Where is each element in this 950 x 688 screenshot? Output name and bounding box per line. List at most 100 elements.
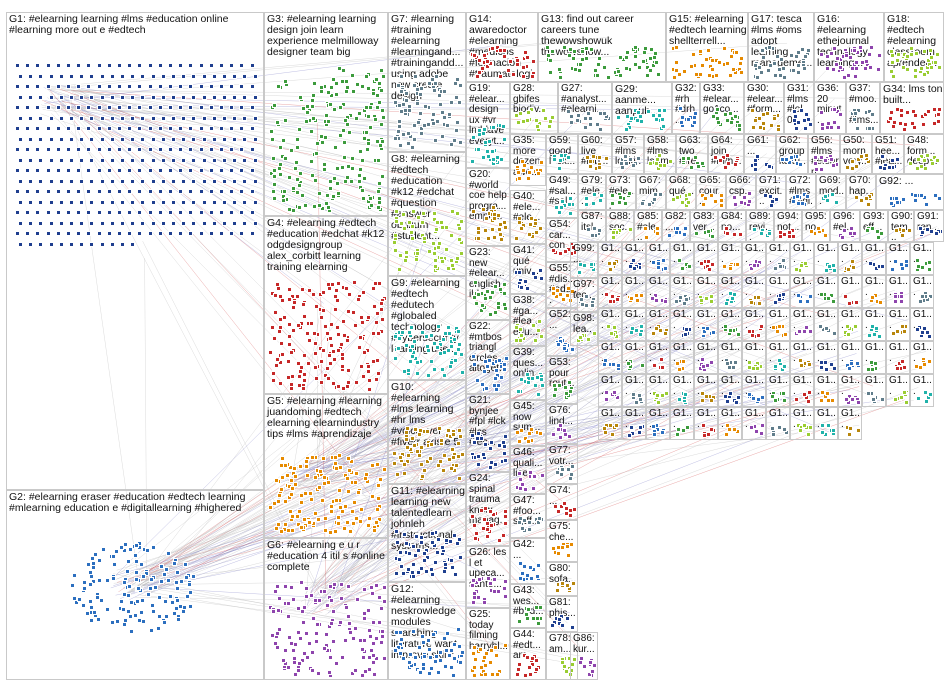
cluster-g9[interactable]: G9: #elearning #edtech #edutech #globale… — [388, 276, 466, 380]
cluster-g83[interactable]: G83: ver... — [690, 210, 718, 242]
cluster-g88[interactable]: G88: soc... — [606, 210, 634, 242]
cluster-g170[interactable]: G1... — [598, 407, 622, 440]
cluster-g167[interactable]: G1... — [862, 374, 886, 407]
cluster-g137[interactable]: G1... — [814, 308, 838, 341]
cluster-g176[interactable]: G1... — [742, 407, 766, 440]
cluster-g85[interactable]: G85: #ele... — [634, 210, 662, 242]
cluster-g89[interactable]: G89: revi... — [746, 210, 774, 242]
cluster-g121[interactable]: G1... — [766, 275, 790, 308]
cluster-g19[interactable]: G19: #elear... design ux #vr lnddave eve… — [466, 82, 510, 168]
cluster-g130[interactable]: G1... — [646, 308, 670, 341]
cluster-g114[interactable]: G1... — [598, 275, 622, 308]
cluster-g103[interactable]: G1... — [670, 242, 694, 275]
cluster-g119[interactable]: G1... — [718, 275, 742, 308]
cluster-g152[interactable]: G1... — [838, 341, 862, 374]
cluster-g40[interactable]: G40: #ele... #ele... — [510, 190, 546, 244]
cluster-g120[interactable]: G1... — [742, 275, 766, 308]
cluster-g112[interactable]: G1... — [886, 242, 910, 275]
cluster-g34[interactable]: G34: lms ton built... — [880, 82, 944, 134]
cluster-g4[interactable]: G4: #elearning #edtech #education #edcha… — [264, 216, 388, 394]
cluster-g145[interactable]: G1... — [670, 341, 694, 374]
cluster-g32[interactable]: G32: #rh #drh... — [672, 82, 700, 134]
cluster-g45[interactable]: G45: now sum... — [510, 400, 546, 446]
cluster-g99[interactable]: G99: ... — [570, 242, 598, 278]
cluster-g110[interactable]: G1... — [838, 242, 862, 275]
cluster-g146[interactable]: G1... — [694, 341, 718, 374]
cluster-g148[interactable]: G1... — [742, 341, 766, 374]
cluster-g135[interactable]: G1... — [766, 308, 790, 341]
cluster-g164[interactable]: G1... — [790, 374, 814, 407]
cluster-g16[interactable]: G16: #elearning ethejournal technology l… — [814, 12, 884, 82]
cluster-g177[interactable]: G1... — [766, 407, 790, 440]
cluster-g174[interactable]: G1... — [694, 407, 718, 440]
cluster-g60[interactable]: G60: live #lab... — [578, 134, 612, 174]
cluster-g94[interactable]: G94: not... — [774, 210, 802, 242]
cluster-g23[interactable]: G23: new #elear... english ild... — [466, 246, 510, 320]
cluster-g123[interactable]: G1... — [814, 275, 838, 308]
cluster-g73[interactable]: G73: #ele... lear... — [606, 174, 636, 210]
cluster-g70[interactable]: G70: hap... — [846, 174, 876, 210]
cluster-g82[interactable]: G82: ... — [662, 210, 690, 242]
cluster-g102[interactable]: G1... — [646, 242, 670, 275]
cluster-g153[interactable]: G1... — [862, 341, 886, 374]
cluster-g124[interactable]: G1... — [838, 275, 862, 308]
cluster-g125[interactable]: G1... — [862, 275, 886, 308]
cluster-g168[interactable]: G1... — [886, 374, 910, 407]
cluster-g150[interactable]: G1... — [790, 341, 814, 374]
cluster-g47[interactable]: G47: #foo... staff... — [510, 494, 546, 538]
cluster-g129[interactable]: G1... — [622, 308, 646, 341]
cluster-g20[interactable]: G20: #world coe help progra... empo... — [466, 168, 510, 246]
cluster-g151[interactable]: G1... — [814, 341, 838, 374]
cluster-g5[interactable]: G5: #elearning #learning juandoming #edt… — [264, 394, 388, 538]
cluster-g7[interactable]: G7: #learning #training #elearning #lear… — [388, 12, 466, 152]
cluster-g62[interactable]: G62: group kaltu... — [776, 134, 808, 174]
cluster-g84[interactable]: G84: no... — [718, 210, 746, 242]
cluster-g139[interactable]: G1... — [862, 308, 886, 341]
cluster-g30[interactable]: G30: #elear... #form... — [744, 82, 784, 134]
cluster-g175[interactable]: G1... — [718, 407, 742, 440]
cluster-g49[interactable]: G49: #sal... #sel... — [546, 174, 578, 218]
cluster-g101[interactable]: G1... — [622, 242, 646, 275]
cluster-g142[interactable]: G1... — [598, 341, 622, 374]
cluster-g90[interactable]: G90: tem... — [888, 210, 914, 242]
cluster-g156[interactable]: G1... — [598, 374, 622, 407]
cluster-g22[interactable]: G22: #mtbos triangl circles altoget... — [466, 320, 510, 394]
cluster-g107[interactable]: G1... — [766, 242, 790, 275]
cluster-g29[interactable]: G29: aanme... aanpub... — [612, 82, 672, 134]
cluster-g118[interactable]: G1... — [694, 275, 718, 308]
cluster-g127[interactable]: G1... — [910, 275, 934, 308]
cluster-g77[interactable]: G77: votr... — [546, 444, 578, 484]
cluster-g134[interactable]: G1... — [742, 308, 766, 341]
cluster-g180[interactable]: G1... — [838, 407, 862, 440]
cluster-g149[interactable]: G1... — [766, 341, 790, 374]
cluster-g100[interactable]: G1... — [598, 242, 622, 275]
cluster-g108[interactable]: G1... — [790, 242, 814, 275]
cluster-g98[interactable]: G98: lea... — [570, 312, 598, 346]
cluster-g140[interactable]: G1... — [886, 308, 910, 341]
cluster-g157[interactable]: G1... — [622, 374, 646, 407]
cluster-g117[interactable]: G1... — [670, 275, 694, 308]
cluster-g95[interactable]: G95: no... — [802, 210, 830, 242]
cluster-g92[interactable]: G92: ... — [876, 174, 944, 210]
cluster-g24[interactable]: G24: spinal trauma know manag... — [466, 472, 510, 546]
cluster-g132[interactable]: G1... — [694, 308, 718, 341]
cluster-g63[interactable]: G63: two #fre... — [676, 134, 708, 174]
cluster-g116[interactable]: G1... — [646, 275, 670, 308]
cluster-g122[interactable]: G1... — [790, 275, 814, 308]
cluster-g115[interactable]: G1... — [622, 275, 646, 308]
cluster-g106[interactable]: G1... — [742, 242, 766, 275]
cluster-g126[interactable]: G1... — [886, 275, 910, 308]
cluster-g147[interactable]: G1... — [718, 341, 742, 374]
cluster-g161[interactable]: G1... — [718, 374, 742, 407]
cluster-g15[interactable]: G15: #elearning #edtech learning shellte… — [666, 12, 748, 82]
cluster-g2[interactable]: G2: #elearning eraser #education #edtech… — [6, 490, 264, 680]
cluster-g159[interactable]: G1... — [670, 374, 694, 407]
cluster-g48[interactable]: G48: form... deep... — [904, 134, 944, 174]
cluster-g71[interactable]: G71: excit... — [756, 174, 786, 210]
cluster-g171[interactable]: G1... — [622, 407, 646, 440]
cluster-g44[interactable]: G44: #edt... am... — [510, 628, 546, 680]
cluster-g18[interactable]: G18: #edtech #elearning classroom aprend… — [884, 12, 944, 82]
cluster-g138[interactable]: G1... — [838, 308, 862, 341]
cluster-g131[interactable]: G1... — [670, 308, 694, 341]
cluster-g93[interactable]: G93: eff... — [860, 210, 888, 242]
